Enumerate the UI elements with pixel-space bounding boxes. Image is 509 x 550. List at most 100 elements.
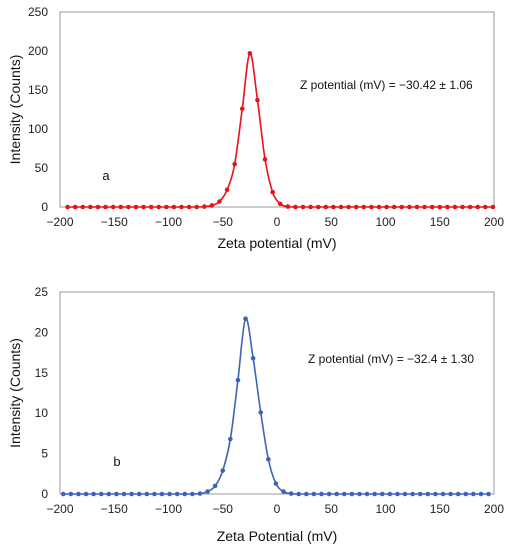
data-point [319, 491, 324, 497]
data-point [141, 204, 146, 210]
x-tick-label: 150 [430, 215, 450, 229]
data-point [118, 204, 124, 210]
data-point [133, 204, 139, 210]
data-point [460, 204, 465, 210]
data-point [174, 491, 180, 497]
x-tick-label: −50 [213, 215, 234, 229]
data-point [455, 491, 461, 497]
y-tick-label: 25 [35, 285, 49, 299]
series-line-2 [63, 317, 489, 495]
data-point [159, 491, 165, 497]
y-axis-label: Intensity (Counts) [7, 338, 23, 448]
data-point [315, 204, 321, 210]
data-point [429, 204, 435, 210]
x-tick-label: 200 [484, 215, 504, 229]
x-tick-label: 50 [325, 215, 339, 229]
data-point [357, 491, 362, 497]
data-point [144, 491, 150, 497]
data-point [186, 204, 192, 210]
data-point [323, 204, 329, 210]
data-point [440, 491, 446, 497]
data-point [126, 204, 131, 210]
data-point [463, 491, 469, 497]
data-point [326, 491, 332, 497]
x-tick-label: −150 [101, 215, 128, 229]
data-point [106, 491, 112, 497]
data-point [179, 204, 184, 210]
data-point [384, 204, 389, 210]
data-point [395, 491, 400, 497]
data-point [372, 491, 377, 497]
y-tick-label: 50 [35, 161, 49, 175]
data-point [448, 491, 453, 497]
data-point [288, 491, 294, 496]
y-axis-label: Intensity (Counts) [7, 55, 23, 165]
data-point [68, 491, 74, 497]
data-point [308, 204, 313, 210]
data-point [190, 491, 195, 497]
data-point [98, 491, 104, 497]
data-point [334, 491, 339, 497]
data-point [437, 204, 443, 210]
data-point [433, 491, 438, 497]
data-point [167, 491, 172, 497]
data-point [399, 204, 405, 210]
x-tick-label: 200 [484, 502, 504, 516]
data-point [467, 204, 473, 210]
data-point [391, 204, 397, 210]
data-point [369, 204, 374, 210]
data-point [353, 204, 359, 210]
data-point [235, 377, 241, 383]
data-point [445, 204, 450, 210]
data-point [483, 204, 488, 210]
data-point [296, 491, 302, 497]
data-point [247, 51, 253, 56]
data-point [60, 491, 66, 497]
x-tick-label: −150 [101, 502, 128, 516]
data-point [224, 187, 230, 193]
data-point [422, 204, 427, 210]
data-point [228, 436, 233, 442]
data-point [156, 204, 162, 210]
data-point [277, 201, 283, 207]
y-tick-label: 15 [35, 366, 49, 380]
panel-label: b [113, 454, 120, 469]
x-tick-label: −200 [46, 502, 73, 516]
plot-area-frame-2 [59, 291, 495, 495]
data-point [414, 204, 420, 210]
x-tick-label: 50 [325, 502, 339, 516]
x-axis-label: Zeta Potential (mV) [217, 528, 338, 544]
data-point [250, 355, 256, 361]
data-point [88, 204, 93, 210]
data-point [364, 491, 370, 497]
data-point [387, 491, 393, 497]
y-tick-label: 0 [41, 487, 48, 501]
data-point [258, 410, 264, 415]
zeta-potential-annotation: Z potential (mV) = −30.42 ± 1.06 [300, 78, 473, 92]
x-tick-label: 0 [274, 502, 281, 516]
data-point [425, 491, 431, 497]
x-axis-label: Zeta potential (mV) [217, 235, 336, 251]
y-tick-label: 0 [41, 200, 48, 214]
x-tick-label: 100 [375, 502, 395, 516]
y-tick-label: 150 [28, 83, 48, 97]
data-point [255, 97, 260, 103]
series-line-1 [67, 52, 493, 208]
x-tick-label: −200 [46, 215, 73, 229]
data-point [402, 491, 408, 497]
data-point [361, 204, 367, 210]
data-point [281, 489, 286, 494]
data-point [346, 204, 351, 210]
data-point [338, 204, 344, 210]
y-tick-label: 20 [35, 325, 49, 339]
data-point [300, 204, 306, 210]
data-point [95, 204, 101, 210]
data-point [152, 491, 157, 497]
y-tick-label: 200 [28, 44, 48, 58]
data-point [182, 491, 188, 497]
data-point [202, 204, 207, 209]
data-point [103, 204, 108, 210]
y-tick-label: 250 [28, 5, 48, 19]
